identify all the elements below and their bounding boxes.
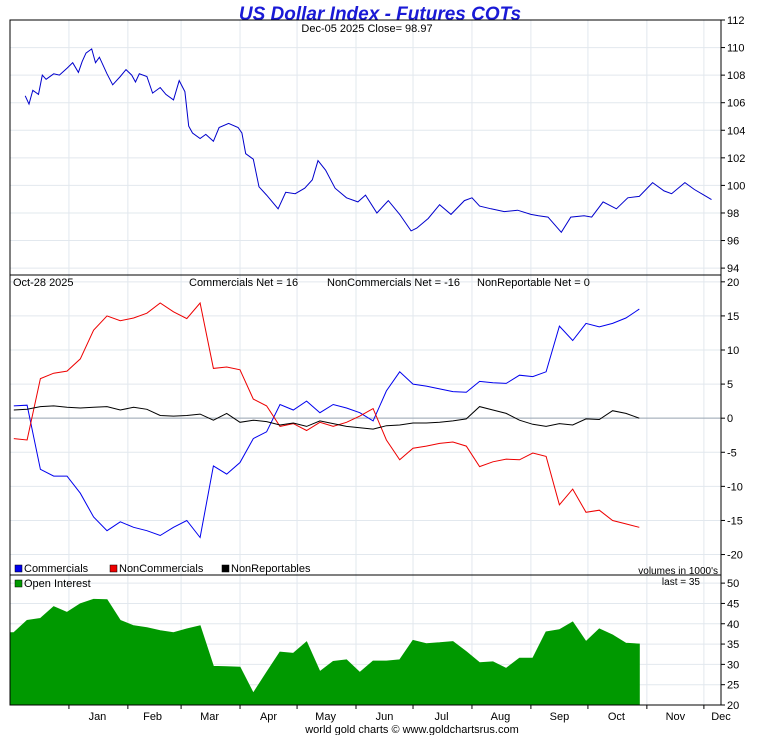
month-label: Aug xyxy=(491,711,511,723)
footer-credit: world gold charts © www.goldchartsrus.co… xyxy=(304,724,519,735)
legend-swatch-nonreportables xyxy=(221,564,230,573)
nonreportable-net-label: NonReportable Net = 0 xyxy=(477,277,590,289)
month-label: Feb xyxy=(143,711,162,723)
month-label: Apr xyxy=(260,711,277,723)
commercials-line xyxy=(13,308,640,539)
open-interest-area xyxy=(9,598,640,706)
noncommercials-line xyxy=(13,301,640,528)
price-tick-label: 112 xyxy=(727,15,745,27)
month-label: Nov xyxy=(666,711,686,723)
price-tick-label: 94 xyxy=(727,263,739,275)
price-tick-label: 108 xyxy=(727,70,745,82)
price-tick-label: 102 xyxy=(727,153,745,165)
price-series xyxy=(24,48,712,234)
month-label: May xyxy=(315,711,336,723)
price-tick-label: 96 xyxy=(727,236,739,248)
month-label: Oct xyxy=(608,711,625,723)
legend-commercials: Commercials xyxy=(24,563,89,575)
cot-panel: Oct-28 2025 Commercials Net = 16 NonComm… xyxy=(9,274,743,576)
cot-legend: Commercials NonCommercials NonReportable… xyxy=(14,563,311,575)
cot-series xyxy=(13,301,640,539)
cot-date: Oct-28 2025 xyxy=(13,277,74,289)
oi-frame xyxy=(9,574,722,706)
price-tick-label: 100 xyxy=(727,180,745,192)
price-tick-label: 106 xyxy=(727,98,745,110)
legend-nonreportables: NonReportables xyxy=(231,563,311,575)
cot-tick-label: 10 xyxy=(727,345,739,357)
legend-swatch-open-interest xyxy=(14,579,23,588)
chart-title: US Dollar Index - Futures COTs xyxy=(239,4,521,25)
cot-frame xyxy=(9,274,722,576)
cot-grid xyxy=(10,275,721,575)
legend-swatch-commercials xyxy=(14,564,23,573)
price-tick-label: 110 xyxy=(727,43,745,55)
cot-tick-label: 5 xyxy=(727,379,733,391)
legend-open-interest: Open Interest xyxy=(24,578,91,590)
price-header: Dec-05 2025 Close= 98.97 xyxy=(301,23,432,35)
cot-tick-label: -5 xyxy=(727,447,737,459)
oi-tick-label: 35 xyxy=(727,639,739,651)
last-value-note: last = 35 xyxy=(662,577,701,588)
month-label: Dec xyxy=(711,711,731,723)
price-panel: Dec-05 2025 Close= 98.97 94 96 98 100 102 104… xyxy=(9,15,745,276)
cot-axis: -20 -15 -10 -5 0 5 10 15 20 xyxy=(721,277,743,562)
noncommercials-net-label: NonCommercials Net = -16 xyxy=(327,277,460,289)
price-axis: 94 96 98 100 102 104 106 108 110 112 xyxy=(721,15,745,275)
price-tick-label: 98 xyxy=(727,208,739,220)
volumes-note: volumes in 1000's xyxy=(638,566,718,577)
price-grid xyxy=(10,19,721,275)
legend-noncommercials: NonCommercials xyxy=(119,563,204,575)
nonreportables-line xyxy=(13,405,640,430)
cot-tick-label: -10 xyxy=(727,481,743,493)
month-label: Mar xyxy=(200,711,219,723)
price-tick-label: 104 xyxy=(727,125,745,137)
month-label: Jan xyxy=(89,711,107,723)
commercials-net-label: Commercials Net = 16 xyxy=(189,277,298,289)
price-line xyxy=(24,48,712,234)
cot-tick-label: -15 xyxy=(727,515,743,527)
oi-tick-label: 50 xyxy=(727,578,739,590)
cot-tick-label: -20 xyxy=(727,550,743,562)
oi-tick-label: 20 xyxy=(727,700,739,712)
oi-tick-label: 25 xyxy=(727,680,739,692)
month-label: Sep xyxy=(550,711,570,723)
oi-axis: 20 25 30 35 40 45 50 xyxy=(721,578,739,712)
oi-tick-label: 40 xyxy=(727,619,739,631)
cot-tick-label: 20 xyxy=(727,277,739,289)
oi-tick-label: 45 xyxy=(727,598,739,610)
legend-swatch-noncommercials xyxy=(109,564,118,573)
price-frame xyxy=(9,19,722,276)
cot-tick-label: 15 xyxy=(727,311,739,323)
month-label: Jul xyxy=(435,711,449,723)
cot-tick-label: 0 xyxy=(727,413,733,425)
month-label: Jun xyxy=(376,711,394,723)
oi-panel: Open Interest volumes in 1000's last = 3… xyxy=(9,566,739,723)
oi-tick-label: 30 xyxy=(727,659,739,671)
month-axis: Jan Feb Mar Apr May Jun Jul Aug Sep Oct Nov Dec xyxy=(68,705,731,723)
